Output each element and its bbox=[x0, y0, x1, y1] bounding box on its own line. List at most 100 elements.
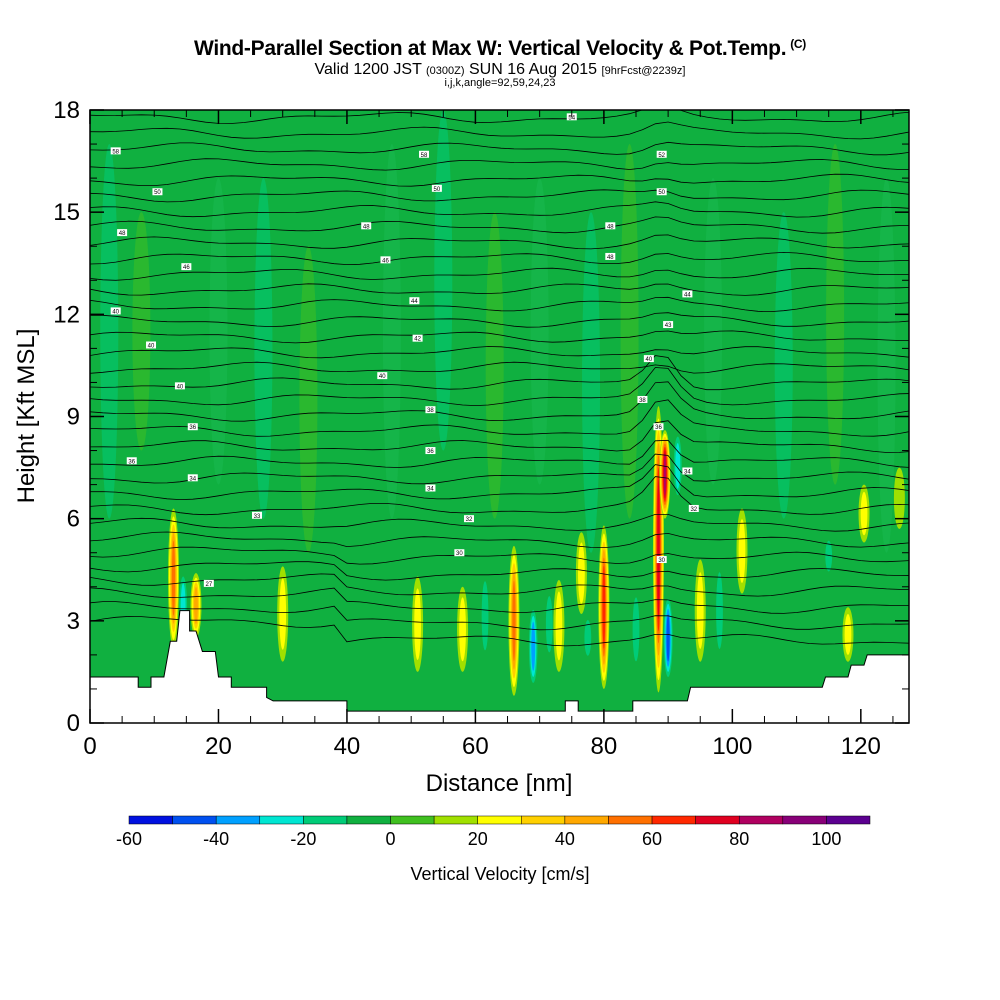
contour-label-box bbox=[656, 188, 667, 196]
contour-label: 46 bbox=[382, 258, 389, 264]
isentrope bbox=[90, 312, 909, 328]
isentrope bbox=[90, 234, 909, 250]
updraft-plume bbox=[171, 540, 176, 616]
contour-label: 32 bbox=[466, 517, 473, 523]
colorbar-segment bbox=[564, 815, 609, 825]
colorbar-segment bbox=[128, 815, 173, 825]
contour-label: 48 bbox=[607, 224, 614, 230]
contour-label: 40 bbox=[177, 384, 184, 390]
isentrope bbox=[90, 514, 909, 532]
contour-label-box bbox=[653, 423, 664, 431]
contour-label-box bbox=[656, 150, 667, 158]
contour-label-box bbox=[605, 252, 616, 260]
chart-indices: i,j,k,angle=92,59,24,23 bbox=[444, 77, 556, 89]
background-streak bbox=[209, 178, 228, 485]
colorbar-tick-label: 60 bbox=[642, 829, 662, 849]
chart-subtitle: Valid 1200 JST (0300Z) SUN 16 Aug 2015 [… bbox=[0, 61, 1000, 79]
y-tick-label: 9 bbox=[67, 404, 80, 431]
background-streak bbox=[132, 212, 151, 451]
contour-label: 34 bbox=[189, 476, 196, 482]
contour-label: 42 bbox=[414, 337, 421, 343]
background-streak bbox=[774, 212, 793, 519]
colorbar-tick-label: -60 bbox=[116, 829, 142, 849]
contour-label: 32 bbox=[690, 507, 697, 513]
colorbar-segment bbox=[172, 815, 217, 825]
contour-label: 50 bbox=[154, 190, 161, 196]
theta-contour-labels: 58 50 48 46 40 40 40 36 36 34 33 27 58 50 48 46 44 42 40 38… bbox=[110, 113, 699, 588]
copyright-mark: (C) bbox=[790, 37, 806, 51]
isentrope bbox=[90, 355, 909, 391]
colorbar-segment bbox=[782, 815, 827, 825]
x-tick-label: 20 bbox=[205, 733, 232, 760]
contour-label-box bbox=[252, 511, 263, 519]
isentrope bbox=[90, 201, 909, 218]
colorbar-tick-label: -40 bbox=[203, 829, 229, 849]
contour-label-box bbox=[419, 150, 430, 158]
contour-label-box bbox=[425, 406, 436, 414]
isentrope bbox=[90, 296, 909, 313]
downdraft-plume bbox=[531, 621, 536, 671]
downdraft-plume bbox=[441, 586, 453, 672]
background-streak bbox=[530, 178, 549, 485]
x-tick-label: 60 bbox=[462, 733, 489, 760]
contour-label-box bbox=[187, 423, 198, 431]
updraft-plume bbox=[459, 597, 466, 662]
contour-label: 44 bbox=[684, 292, 691, 298]
updraft-plume bbox=[194, 586, 198, 625]
terrain bbox=[89, 610, 910, 724]
chart-title: Wind-Parallel Section at Max W: Vertical… bbox=[0, 37, 1000, 61]
updraft-plume bbox=[578, 542, 585, 604]
contour-label: 52 bbox=[658, 153, 665, 159]
forecast-info: [9hrFcst@2239z] bbox=[601, 65, 686, 77]
contour-label-box bbox=[431, 184, 442, 192]
isentrope bbox=[90, 361, 909, 374]
contour-label-box bbox=[688, 504, 699, 512]
background-streak bbox=[382, 144, 401, 519]
contour-label: 33 bbox=[254, 514, 261, 520]
colorbar-segment bbox=[477, 815, 522, 825]
contour-label-box bbox=[682, 467, 693, 475]
downdraft-plume bbox=[360, 586, 372, 672]
colorbar-tick-label: 80 bbox=[729, 829, 749, 849]
contour-label-box bbox=[174, 382, 185, 390]
x-tick-label: 0 bbox=[83, 733, 96, 760]
colorbar-segment bbox=[826, 815, 871, 825]
downdraft-plume bbox=[716, 572, 723, 649]
contour-label-box bbox=[409, 297, 420, 305]
isentrope bbox=[90, 367, 909, 407]
contour-label-box bbox=[412, 334, 423, 342]
contour-label-box bbox=[110, 307, 121, 315]
y-axis-label: Height [Kft MSL] bbox=[13, 329, 40, 504]
isentrope bbox=[90, 531, 909, 549]
downdraft-plume bbox=[481, 581, 489, 651]
colorbar-segment bbox=[433, 815, 478, 825]
updraft-plume bbox=[602, 565, 606, 649]
contour-label: 36 bbox=[189, 425, 196, 431]
background-streak bbox=[434, 110, 453, 451]
contour-label: 34 bbox=[684, 469, 691, 475]
isentrope bbox=[90, 267, 909, 281]
colorbar-label: Vertical Velocity [cm/s] bbox=[410, 864, 589, 884]
contour-label-box bbox=[663, 321, 674, 329]
isentrope bbox=[90, 110, 909, 124]
contour-label: 46 bbox=[183, 265, 190, 271]
isentrope bbox=[90, 121, 909, 140]
background-streak bbox=[299, 246, 318, 553]
downdraft-plume bbox=[632, 597, 640, 662]
x-tick-label: 100 bbox=[712, 733, 752, 760]
isentrope bbox=[90, 173, 909, 187]
background-streak bbox=[877, 178, 896, 553]
contour-label: 30 bbox=[658, 558, 665, 564]
contour-label: 54 bbox=[568, 115, 575, 121]
y-tick-label: 3 bbox=[67, 608, 80, 635]
contour-label-box bbox=[463, 515, 474, 523]
colorbar: -60 -40 -20 0 20 40 60 80 100 bbox=[116, 815, 871, 849]
isentrope bbox=[90, 283, 909, 296]
background-streak bbox=[254, 178, 273, 519]
isentrope bbox=[90, 615, 909, 647]
contour-label-box bbox=[380, 256, 391, 264]
y-tick-label: 6 bbox=[67, 506, 80, 533]
colorbar-tick-label: -20 bbox=[290, 829, 316, 849]
isentrope bbox=[90, 464, 909, 501]
